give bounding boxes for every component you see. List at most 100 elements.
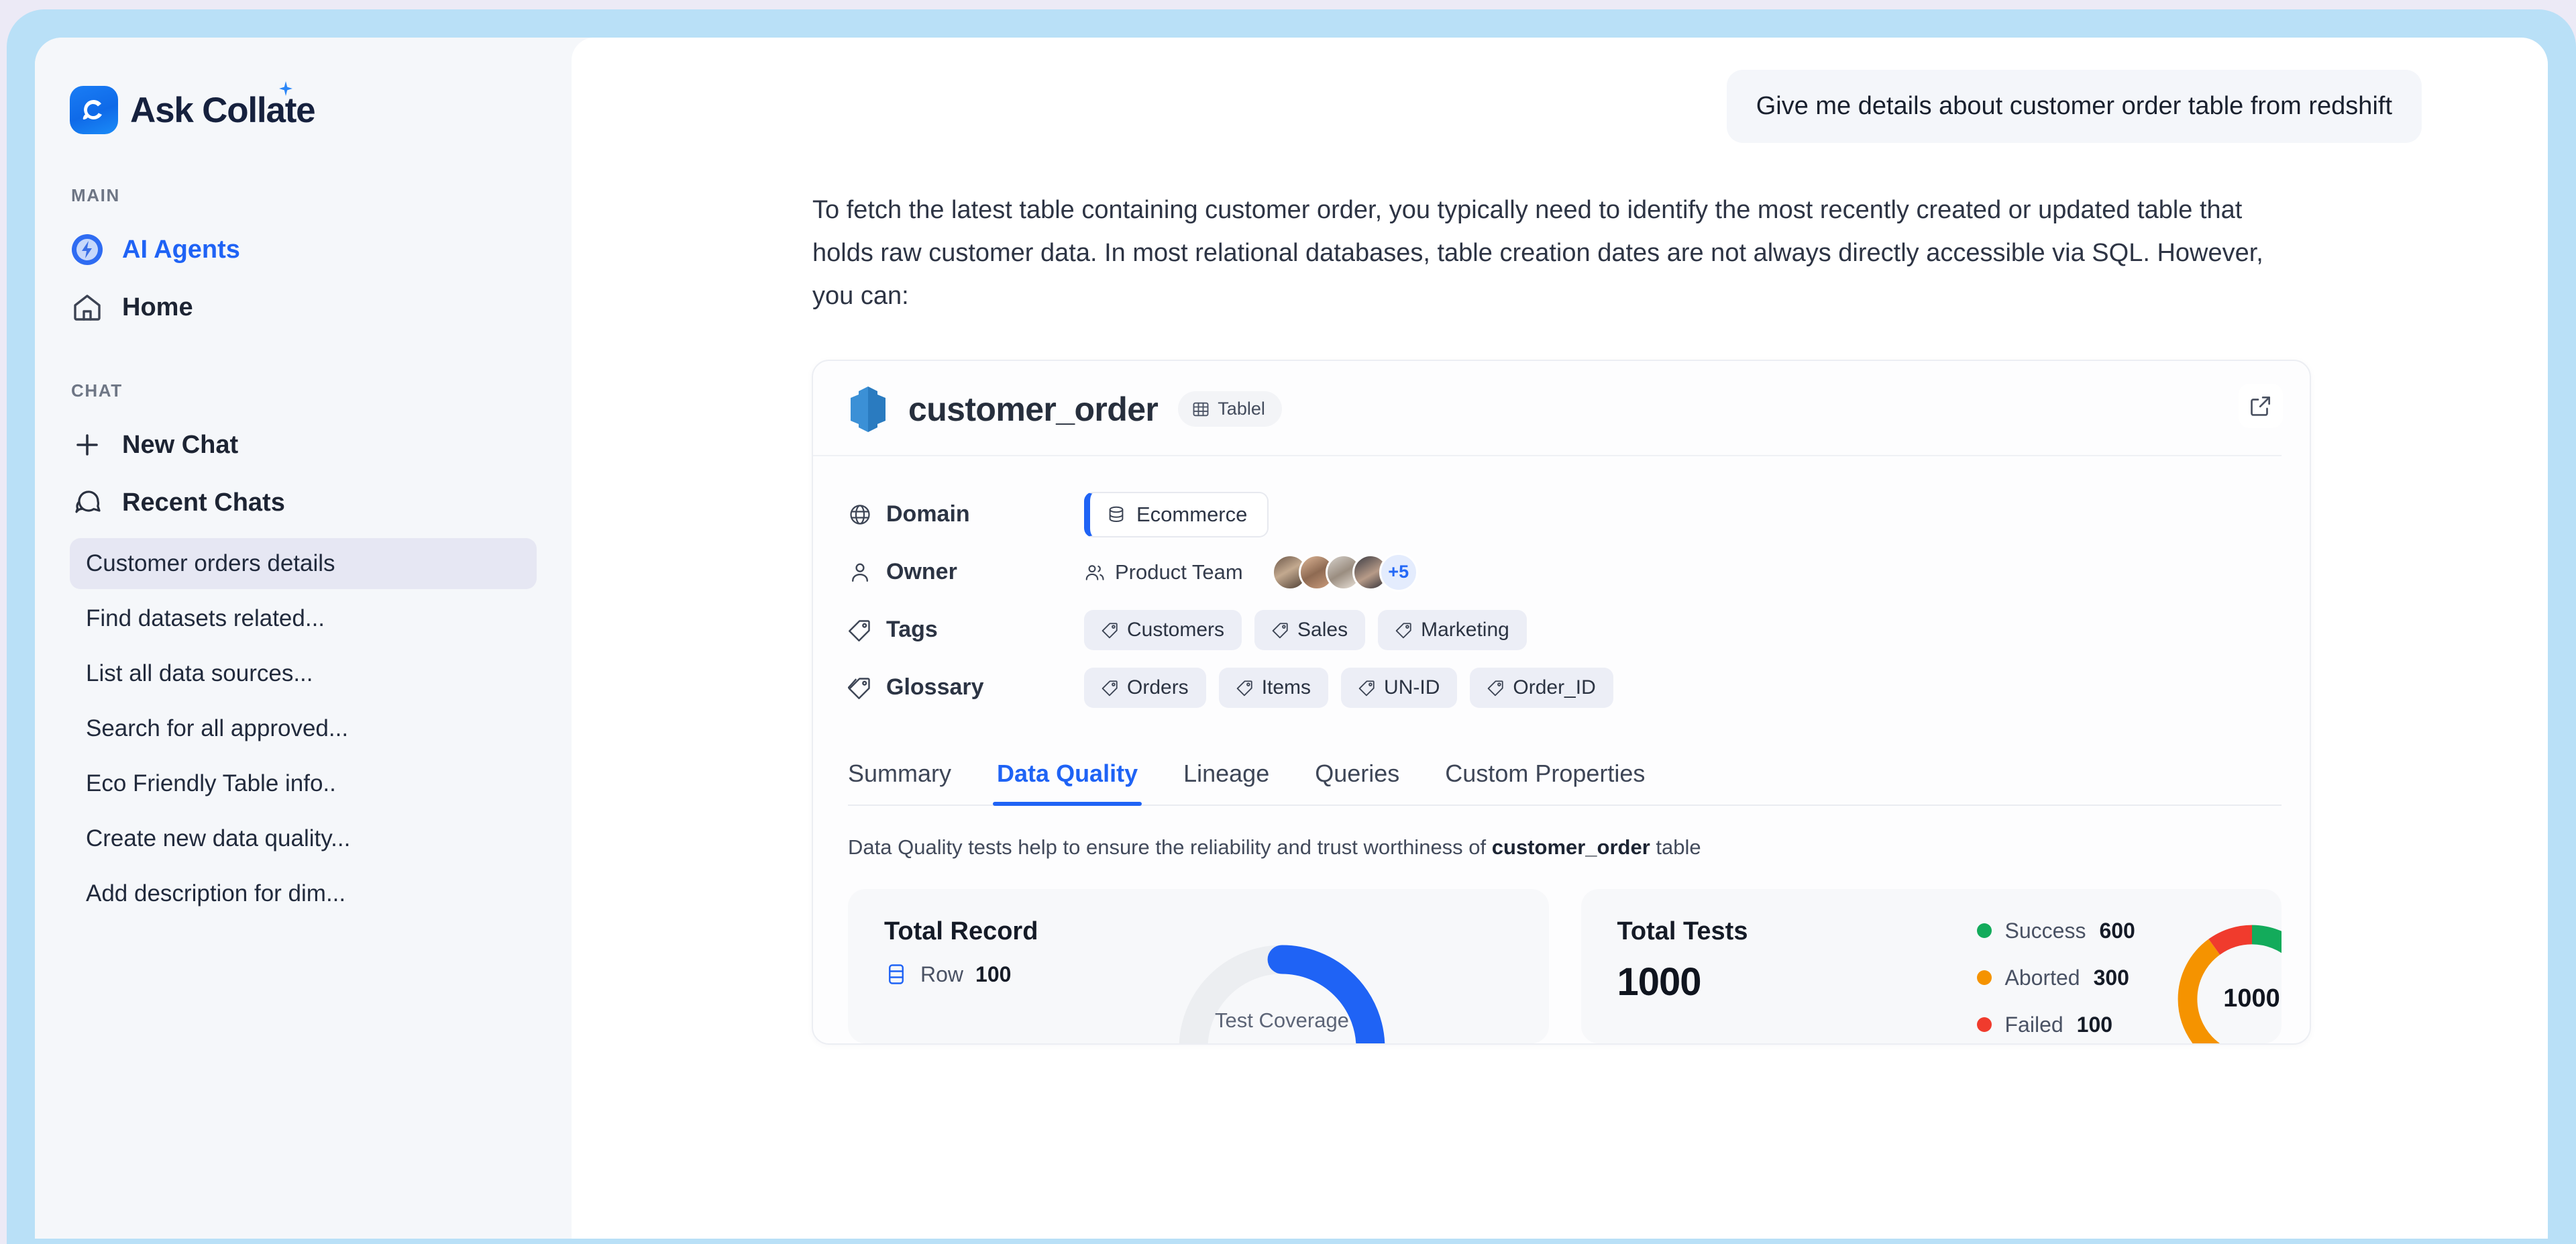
collate-logo-icon xyxy=(70,86,118,134)
sidebar-item-label: AI Agents xyxy=(122,235,240,264)
domain-chip[interactable]: Ecommerce xyxy=(1084,491,1269,537)
legend-item-failed: Failed 100 xyxy=(1976,1012,2135,1037)
metadata-row-domain: Domain Ecommerce xyxy=(848,486,2310,543)
total-tests-value: 1000 xyxy=(1617,960,1702,1004)
sidebar-section-main: MAIN xyxy=(71,185,120,205)
legend-label: Success xyxy=(2004,918,2086,943)
total-record-card: Total Record Row 100 xyxy=(848,888,1549,1043)
database-icon xyxy=(1109,506,1124,522)
total-tests-card: Total Tests 1000 Success 600 xyxy=(1580,888,2282,1043)
legend-label: Aborted xyxy=(2004,965,2080,990)
redshift-icon xyxy=(851,386,885,432)
dq-desc-post: table xyxy=(1650,835,1701,859)
entity-type-label: Tablel xyxy=(1218,399,1265,419)
glossary-chip[interactable]: Items xyxy=(1218,667,1329,708)
entity-title: customer_order xyxy=(908,390,1159,428)
total-tests-donut-center-label: 1000 xyxy=(2223,984,2280,1013)
globe-icon xyxy=(850,505,870,525)
tag-icon xyxy=(1358,680,1375,696)
tag-icon xyxy=(1102,622,1118,638)
chat-list-item[interactable]: Eco Friendly Table info.. xyxy=(86,770,336,796)
metadata-row-glossary: Glossary Orders Items xyxy=(848,659,2310,717)
rows-icon xyxy=(889,964,904,984)
total-record-row: Row 100 xyxy=(884,962,1549,987)
tag-icon xyxy=(1488,680,1504,696)
chat-list-item[interactable]: Create new data quality... xyxy=(86,825,351,851)
tag-chip[interactable]: Customers xyxy=(1084,609,1242,650)
tab-queries[interactable]: Queries xyxy=(1315,759,1400,787)
sidebar-item-ai-agents[interactable]: AI Agents xyxy=(35,221,572,278)
domain-value: Ecommerce xyxy=(1136,502,1248,526)
new-chat-button[interactable]: New Chat xyxy=(35,416,572,474)
tab-custom-properties[interactable]: Custom Properties xyxy=(1445,759,1646,787)
brand-logo[interactable]: Ask Collate xyxy=(35,79,572,141)
entity-card: customer_order Tablel xyxy=(812,359,2311,1045)
metadata-row-owner: Owner Product Team xyxy=(848,543,2310,601)
user-message-row: Give me details about customer order tab… xyxy=(812,70,2467,143)
glossary-label: Order_ID xyxy=(1513,676,1596,698)
glossary-label: UN-ID xyxy=(1384,676,1440,698)
open-external-button[interactable] xyxy=(2239,383,2283,428)
entity-metadata: Domain Ecommerce xyxy=(813,456,2310,741)
tag-chip[interactable]: Sales xyxy=(1254,609,1366,650)
recent-chats-button[interactable]: Recent Chats xyxy=(35,474,572,531)
chat-list-item[interactable]: List all data sources... xyxy=(86,660,313,686)
glossary-label: Items xyxy=(1261,676,1311,698)
app-window: Ask Collate MAIN AI Agents xyxy=(35,38,2548,1239)
legend-item-aborted: Aborted 300 xyxy=(1976,965,2135,990)
chat-list-item[interactable]: Search for all approved... xyxy=(86,715,349,741)
tag-label: Sales xyxy=(1297,618,1348,641)
tag-chip[interactable]: Marketing xyxy=(1378,609,1527,650)
test-coverage-value: 40% xyxy=(1171,1038,1393,1043)
legend-value: 300 xyxy=(2093,965,2129,990)
tab-summary[interactable]: Summary xyxy=(848,759,952,787)
owner-chip[interactable]: Product Team xyxy=(1084,560,1243,584)
row-label: Row xyxy=(920,962,964,986)
chat-list-item[interactable]: Add description for dim... xyxy=(86,880,346,906)
dq-desc-pre: Data Quality tests help to ensure the re… xyxy=(848,835,1492,859)
brand-name-text: Ask Collate xyxy=(130,90,316,130)
sidebar-section-chat: CHAT xyxy=(71,380,123,401)
entity-card-header: customer_order Tablel xyxy=(813,361,2283,456)
metadata-key-label: Domain xyxy=(886,501,970,527)
entity-tabs: Summary Data Quality Lineage Queries Cus… xyxy=(848,753,2282,806)
owner-avatar-group[interactable]: +5 xyxy=(1271,552,1418,592)
avatar-overflow-count: +5 xyxy=(1379,552,1418,592)
metadata-key-label: Owner xyxy=(886,559,957,585)
user-icon xyxy=(852,563,868,582)
legend-value: 100 xyxy=(2076,1012,2113,1037)
tab-lineage[interactable]: Lineage xyxy=(1183,759,1270,787)
plus-icon xyxy=(70,427,105,462)
tag-label: Marketing xyxy=(1421,618,1509,641)
ai-agents-icon xyxy=(70,232,105,267)
glossary-label: Orders xyxy=(1127,676,1189,698)
tag-icon xyxy=(1236,680,1252,696)
chat-list-item[interactable]: Customer orders details xyxy=(70,538,537,589)
new-chat-label: New Chat xyxy=(122,430,239,459)
sidebar-item-home[interactable]: Home xyxy=(35,278,572,336)
glossary-chip[interactable]: UN-ID xyxy=(1341,667,1458,708)
main-content: Give me details about customer order tab… xyxy=(572,38,2548,1239)
tag-label: Customers xyxy=(1127,618,1225,641)
total-tests-legend: Success 600 Aborted 300 xyxy=(1976,918,2135,1043)
metadata-key-label: Glossary xyxy=(886,674,984,701)
table-grid-icon xyxy=(1193,402,1209,416)
total-tests-donut-chart xyxy=(2178,925,2282,1043)
tab-data-quality[interactable]: Data Quality xyxy=(974,753,1161,806)
recent-chats-list: Customer orders details Find datasets re… xyxy=(35,538,572,919)
legend-dot xyxy=(1976,923,1992,939)
tag-icon xyxy=(849,619,870,641)
home-icon xyxy=(70,290,105,325)
glossary-tag-icon xyxy=(848,677,870,699)
sparkle-icon xyxy=(279,81,292,96)
user-message-bubble: Give me details about customer order tab… xyxy=(1726,70,2422,143)
glossary-chip[interactable]: Order_ID xyxy=(1470,667,1613,708)
sidebar: Ask Collate MAIN AI Agents xyxy=(35,38,572,1239)
tag-icon xyxy=(1395,622,1411,638)
glossary-chip[interactable]: Orders xyxy=(1084,667,1206,708)
dq-desc-entity: customer_order xyxy=(1491,835,1650,859)
legend-label: Failed xyxy=(2004,1012,2063,1037)
chat-list-item[interactable]: Find datasets related... xyxy=(86,605,325,631)
row-value: 100 xyxy=(975,962,1012,986)
